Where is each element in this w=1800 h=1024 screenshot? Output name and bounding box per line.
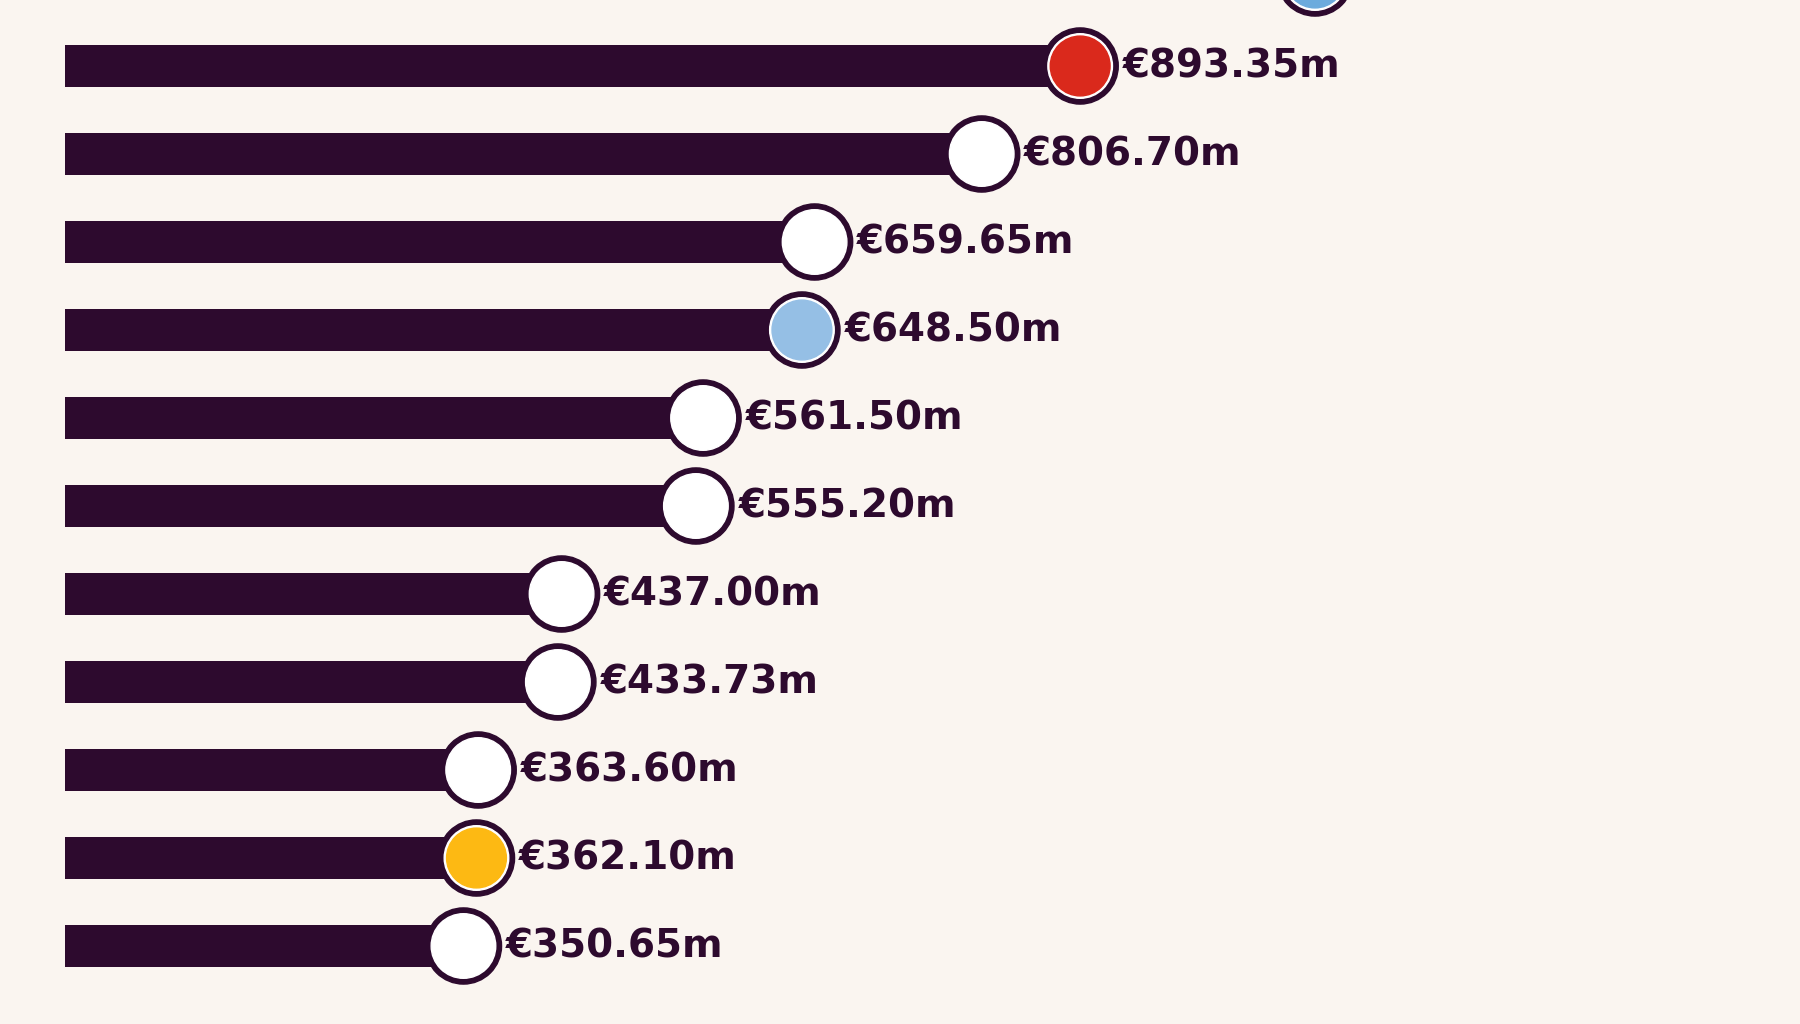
Circle shape	[439, 820, 515, 896]
Circle shape	[943, 116, 1021, 193]
Text: €555.20m: €555.20m	[738, 487, 956, 525]
Circle shape	[783, 210, 848, 274]
Circle shape	[529, 562, 594, 627]
Circle shape	[526, 649, 590, 715]
Circle shape	[664, 474, 729, 539]
Circle shape	[445, 825, 509, 890]
FancyBboxPatch shape	[65, 925, 463, 967]
Circle shape	[1283, 0, 1346, 10]
FancyBboxPatch shape	[65, 573, 562, 615]
Circle shape	[666, 476, 725, 536]
Circle shape	[524, 556, 599, 632]
Text: €433.73m: €433.73m	[601, 663, 819, 701]
Circle shape	[657, 468, 734, 544]
Circle shape	[949, 122, 1013, 186]
Text: €363.60m: €363.60m	[520, 751, 738, 790]
FancyBboxPatch shape	[65, 133, 981, 175]
Circle shape	[1049, 36, 1111, 96]
Circle shape	[1048, 34, 1112, 98]
Circle shape	[425, 908, 502, 984]
Text: €648.50m: €648.50m	[844, 311, 1062, 349]
Circle shape	[772, 300, 832, 359]
Circle shape	[1042, 28, 1118, 104]
Text: €806.70m: €806.70m	[1024, 135, 1242, 173]
Circle shape	[441, 732, 517, 808]
FancyBboxPatch shape	[65, 397, 704, 439]
Circle shape	[763, 292, 841, 368]
Circle shape	[527, 652, 589, 712]
Text: €659.65m: €659.65m	[857, 223, 1075, 261]
Circle shape	[446, 828, 506, 888]
Circle shape	[531, 564, 592, 624]
Circle shape	[448, 740, 508, 800]
FancyBboxPatch shape	[65, 749, 479, 791]
Circle shape	[432, 913, 495, 978]
Text: €561.50m: €561.50m	[745, 399, 963, 437]
FancyBboxPatch shape	[65, 221, 815, 263]
FancyBboxPatch shape	[65, 662, 558, 703]
FancyBboxPatch shape	[65, 45, 1080, 87]
Circle shape	[952, 124, 1012, 184]
Text: €362.10m: €362.10m	[518, 839, 736, 877]
Circle shape	[446, 737, 511, 802]
Text: €893.35m: €893.35m	[1123, 47, 1341, 85]
Text: €350.65m: €350.65m	[506, 927, 724, 965]
Circle shape	[664, 380, 742, 456]
Circle shape	[776, 204, 853, 281]
Circle shape	[1285, 0, 1345, 8]
Circle shape	[520, 644, 596, 720]
FancyBboxPatch shape	[65, 309, 803, 351]
FancyBboxPatch shape	[65, 485, 697, 527]
Circle shape	[785, 212, 844, 272]
Circle shape	[673, 388, 733, 447]
Circle shape	[434, 916, 493, 976]
Circle shape	[770, 298, 833, 362]
FancyBboxPatch shape	[65, 837, 477, 879]
Circle shape	[671, 386, 736, 451]
Circle shape	[1276, 0, 1354, 16]
Text: €437.00m: €437.00m	[605, 575, 823, 613]
